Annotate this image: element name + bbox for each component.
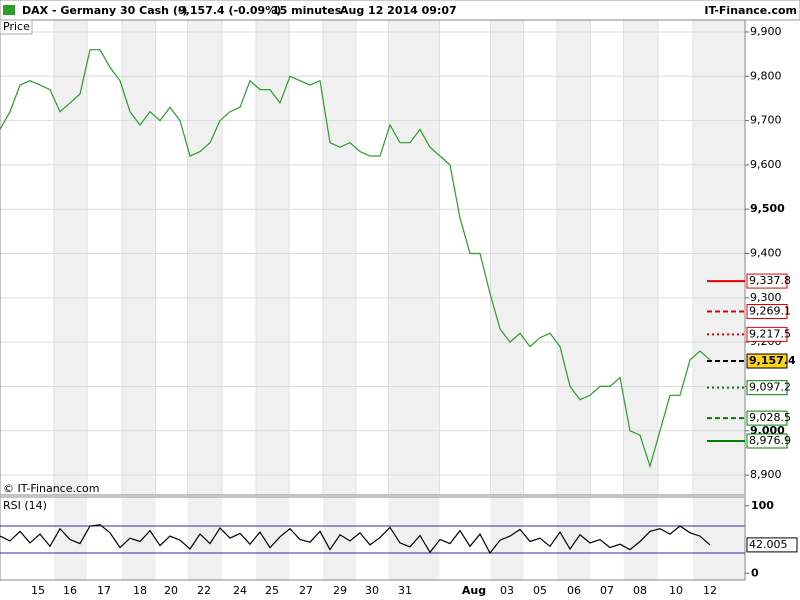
day-band — [187, 20, 222, 495]
level-label: 9,097.2 — [749, 381, 791, 394]
x-tick-label: 16 — [63, 584, 77, 597]
value-label: 42.005 — [749, 538, 788, 551]
y-tick-label: 9,800 — [750, 69, 782, 82]
day-band — [693, 20, 745, 495]
x-tick-label: 12 — [703, 584, 717, 597]
day-band — [623, 497, 658, 580]
y-tick-label: 9,700 — [750, 114, 782, 127]
day-band — [623, 20, 658, 495]
x-tick-label: 18 — [133, 584, 147, 597]
level-label: 9,028.5 — [749, 411, 791, 424]
x-tick-label: 17 — [97, 584, 111, 597]
day-band — [490, 497, 524, 580]
timestamp: Aug 12 2014 09:07 — [340, 4, 457, 17]
x-tick-label: 30 — [365, 584, 379, 597]
level-box — [746, 326, 788, 342]
rsi-label: RSI (14) — [3, 499, 47, 512]
y-tick-label: 9,300 — [750, 291, 782, 304]
level-box — [746, 410, 788, 426]
x-tick-label: Aug — [462, 584, 486, 597]
y-tick-label: 9,400 — [750, 247, 782, 260]
x-tick-label: 03 — [500, 584, 514, 597]
level-box — [746, 353, 788, 369]
brand: IT-Finance.com — [704, 4, 797, 17]
panel-label-box — [0, 19, 33, 35]
day-band — [490, 20, 524, 495]
copyright: © IT-Finance.com — [3, 482, 100, 495]
x-tick-label: 29 — [333, 584, 347, 597]
x-tick-label: 08 — [633, 584, 647, 597]
day-band — [557, 20, 591, 495]
y-tick-label: 9,600 — [750, 158, 782, 171]
level-label: 9,269.1 — [749, 305, 791, 318]
day-band — [54, 20, 87, 495]
interval: 15 minutes — [272, 4, 342, 17]
price-frame — [0, 19, 746, 496]
x-tick-label: 25 — [265, 584, 279, 597]
x-tick-label: 10 — [669, 584, 683, 597]
day-band — [122, 20, 156, 495]
x-tick-label: 24 — [233, 584, 247, 597]
panel-label: Price — [3, 20, 30, 33]
x-tick-label: 15 — [31, 584, 45, 597]
day-band — [388, 20, 440, 495]
day-band — [122, 497, 156, 580]
level-label: 9,337.8 — [749, 274, 791, 287]
x-tick-label: 22 — [197, 584, 211, 597]
y-tick-label: 9,900 — [750, 25, 782, 38]
level-box — [746, 380, 788, 396]
x-tick-label: 06 — [567, 584, 581, 597]
y-tick-label: 100 — [751, 499, 774, 512]
day-band — [323, 497, 356, 580]
logo — [3, 5, 15, 15]
x-tick-label: 07 — [600, 584, 614, 597]
instrument: DAX - Germany 30 Cash (-) — [22, 4, 187, 17]
series-line — [0, 49, 711, 469]
day-band — [693, 497, 745, 580]
x-tick-label: 31 — [398, 584, 412, 597]
series-line — [0, 524, 711, 555]
day-band — [256, 497, 289, 580]
x-tick-label: 20 — [164, 584, 178, 597]
day-band — [323, 20, 356, 495]
y-tick-label: 0 — [751, 566, 759, 579]
quote: 9,157.4 (-0.09%) — [178, 4, 281, 17]
level-box — [746, 273, 788, 289]
level-label: 9,157.4 — [749, 354, 796, 367]
x-tick-label: 27 — [299, 584, 313, 597]
level-label: 9,217.5 — [749, 327, 791, 340]
day-band — [54, 497, 87, 580]
x-tick-label: 05 — [533, 584, 547, 597]
day-band — [388, 497, 440, 580]
rsi-frame — [0, 496, 746, 581]
level-label: 8,976.9 — [749, 434, 791, 447]
day-band — [256, 20, 289, 495]
level-box — [746, 304, 788, 320]
value-box — [746, 537, 798, 553]
y-tick-label: 8,900 — [750, 468, 782, 481]
level-box — [746, 433, 788, 449]
y-tick-label: 9,500 — [750, 202, 785, 215]
